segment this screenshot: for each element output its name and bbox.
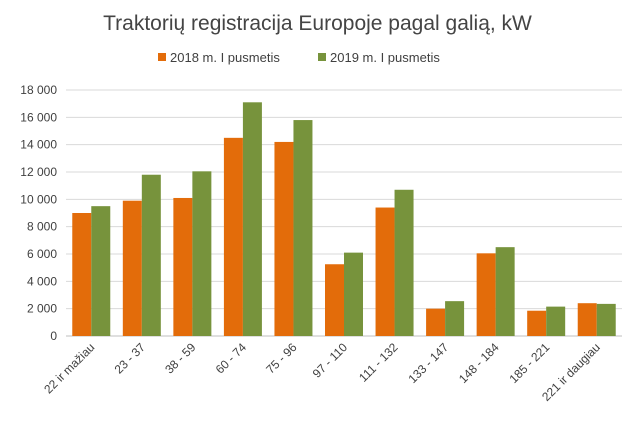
bar	[223, 137, 243, 336]
bar	[596, 303, 616, 336]
bar	[141, 174, 161, 336]
x-tick-label: 148 - 184	[456, 340, 502, 386]
y-tick-label: 14 000	[20, 138, 57, 152]
bar	[344, 252, 363, 336]
bar	[476, 253, 496, 336]
y-tick-label: 4 000	[27, 274, 57, 288]
x-tick-label: 22 ir mažiau	[41, 340, 97, 396]
x-tick-label: 38 - 59	[162, 340, 199, 377]
chart-title: Traktorių registracija Europoje pagal ga…	[103, 12, 532, 35]
bar	[242, 102, 262, 336]
y-tick-label: 2 000	[27, 302, 57, 316]
bar	[546, 306, 566, 336]
bar	[445, 301, 465, 336]
bar	[91, 206, 111, 336]
legend-swatch	[318, 53, 326, 61]
legend-swatch	[158, 53, 166, 61]
bar	[495, 247, 515, 336]
bar	[293, 120, 313, 336]
x-tick-label: 75 - 96	[263, 340, 300, 377]
bar	[274, 141, 294, 336]
y-tick-label: 6 000	[27, 247, 57, 261]
bar	[173, 197, 193, 336]
x-tick-label: 97 - 110	[310, 340, 351, 381]
bar	[375, 207, 395, 336]
bar	[325, 264, 344, 336]
legend-label: 2018 m. I pusmetis	[170, 50, 280, 65]
y-tick-label: 10 000	[20, 192, 57, 206]
y-tick-label: 8 000	[27, 220, 57, 234]
bar	[394, 189, 414, 336]
x-tick-label: 23 - 37	[112, 340, 149, 377]
x-tick-label: 60 - 74	[213, 340, 250, 377]
y-tick-label: 12 000	[20, 165, 57, 179]
x-tick-label: 133 - 147	[405, 340, 451, 386]
x-tick-label: 111 - 132	[356, 340, 401, 385]
y-tick-label: 16 000	[20, 110, 57, 124]
bar	[426, 308, 446, 336]
bar	[527, 310, 547, 336]
y-tick-label: 18 000	[20, 83, 57, 97]
legend-label: 2019 m. I pusmetis	[330, 50, 440, 65]
bar	[577, 303, 597, 336]
y-tick-label: 0	[50, 329, 57, 343]
bar	[72, 213, 92, 336]
bar	[192, 171, 212, 336]
bar	[122, 200, 142, 336]
x-tick-label: 185 - 221	[507, 340, 553, 386]
